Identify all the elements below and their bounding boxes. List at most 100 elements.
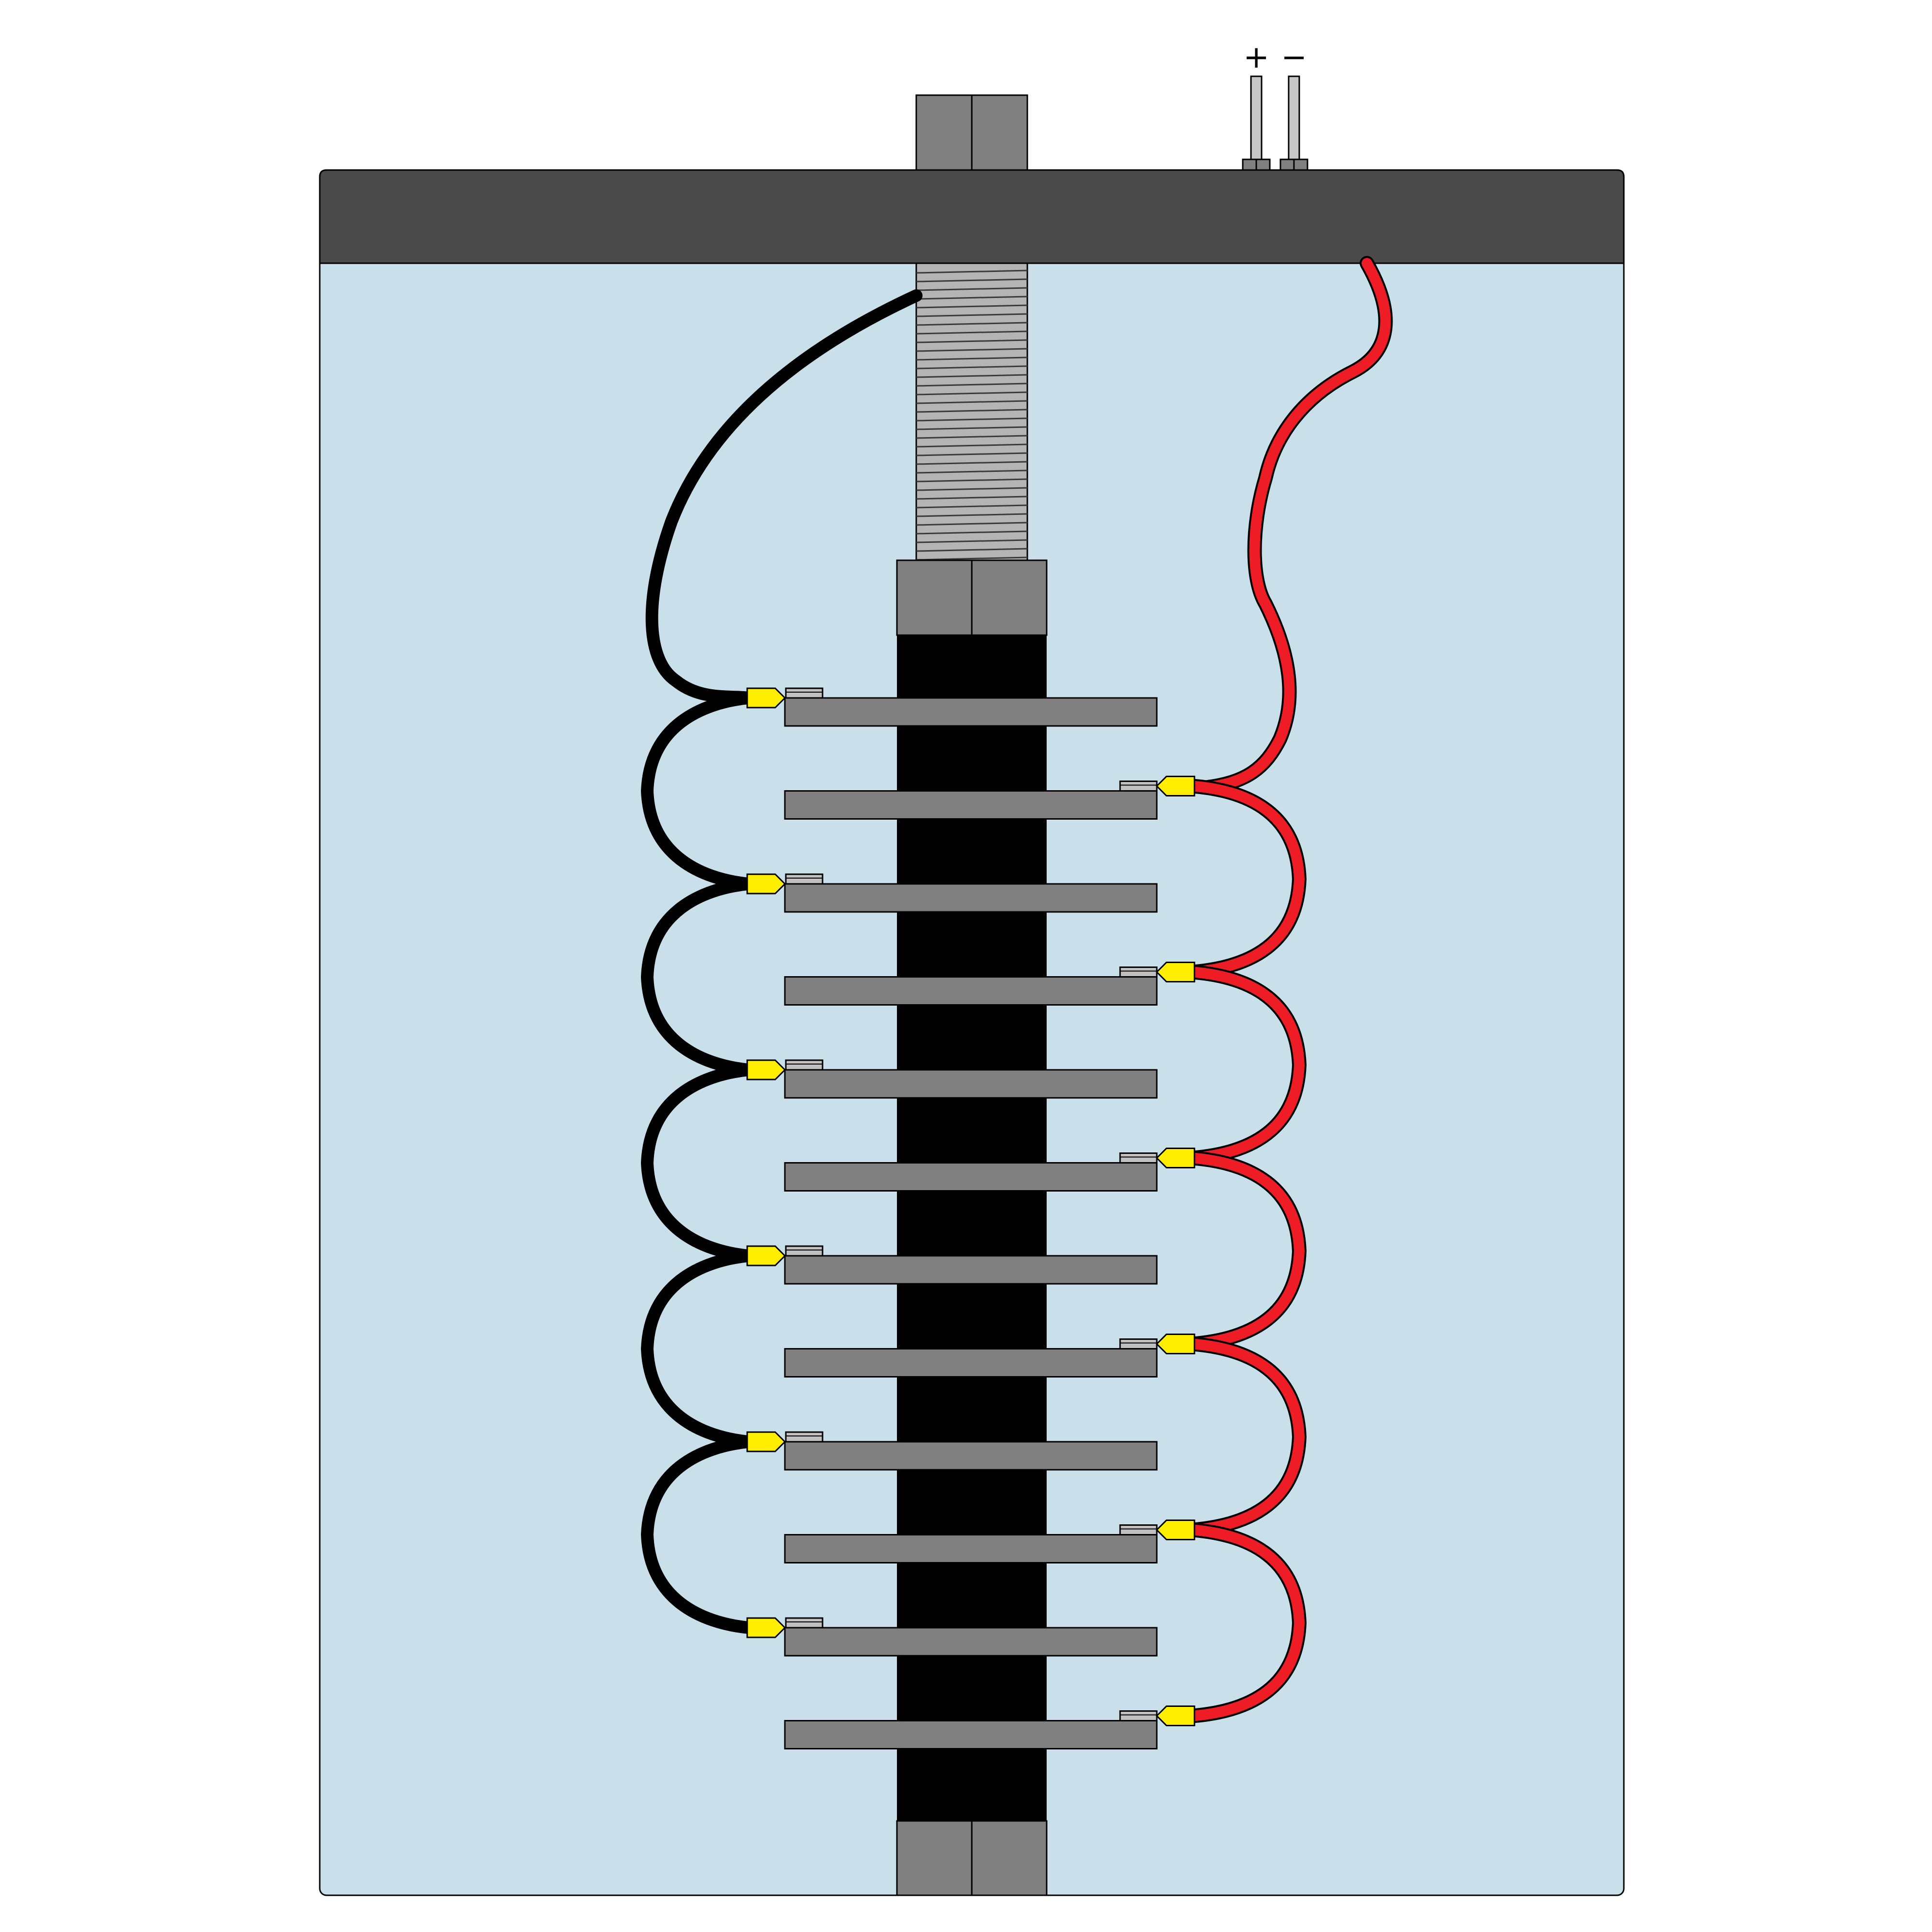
electrode-plate bbox=[784, 1348, 1158, 1378]
thread-groove bbox=[916, 443, 1028, 448]
wire-connector bbox=[1155, 776, 1195, 796]
negative-wire-loop bbox=[640, 1250, 755, 1448]
thread-groove bbox=[916, 313, 1028, 317]
wire-connector bbox=[746, 1617, 786, 1638]
thread-groove bbox=[916, 348, 1028, 352]
plate-tab bbox=[1119, 781, 1158, 792]
plate-tab bbox=[785, 1617, 824, 1629]
positive-terminal-pin bbox=[1250, 75, 1263, 162]
wire-connector bbox=[746, 1059, 786, 1080]
thread-groove bbox=[916, 339, 1028, 343]
lower-nut bbox=[896, 1820, 1048, 1896]
thread-groove bbox=[916, 556, 1028, 561]
electrode-plate bbox=[784, 697, 1158, 727]
negative-wire-loop bbox=[640, 878, 755, 1076]
thread-groove bbox=[916, 461, 1028, 465]
negative-terminal: − bbox=[1279, 40, 1308, 171]
electrode-plate bbox=[784, 1162, 1158, 1192]
positive-wire-loop bbox=[1188, 781, 1305, 978]
thread-groove bbox=[916, 530, 1028, 535]
thread-groove bbox=[916, 374, 1028, 378]
thread-groove bbox=[916, 469, 1028, 474]
thread-groove bbox=[916, 356, 1028, 361]
positive-wire-loop bbox=[1188, 966, 1305, 1164]
electrode-plate bbox=[784, 1627, 1158, 1657]
electrode-plate bbox=[784, 790, 1158, 820]
thread-groove bbox=[916, 365, 1028, 369]
negative-wire-lead bbox=[645, 289, 923, 704]
negative-wire bbox=[640, 289, 923, 1634]
center-core-column bbox=[897, 635, 1047, 1821]
thread-groove bbox=[916, 391, 1028, 396]
electrode-plate bbox=[784, 976, 1158, 1006]
rod-top-left-face bbox=[915, 94, 973, 173]
thread-groove bbox=[916, 548, 1028, 552]
lower-nut-right-face bbox=[971, 1820, 1048, 1896]
positive-wire-loop bbox=[1188, 1338, 1305, 1535]
plate-tab bbox=[785, 1059, 824, 1071]
electrode-plates bbox=[746, 687, 1195, 1749]
thread-groove bbox=[916, 330, 1028, 335]
threaded-rod-body bbox=[915, 262, 1028, 564]
thread-groove bbox=[916, 513, 1028, 517]
thread-groove bbox=[916, 539, 1028, 543]
positive-wire bbox=[1186, 256, 1393, 1723]
negative-wire-loop bbox=[640, 1435, 755, 1634]
plate-tab bbox=[1119, 1524, 1158, 1535]
thread-groove bbox=[916, 400, 1028, 404]
upper-nut-left-face bbox=[896, 559, 973, 636]
plate-tab bbox=[1119, 966, 1158, 978]
thread-groove bbox=[916, 270, 1028, 274]
negative-terminal-pin bbox=[1288, 75, 1300, 162]
thread-groove bbox=[916, 478, 1028, 483]
negative-wire-loops bbox=[640, 692, 755, 1634]
positive-terminal-label: + bbox=[1243, 40, 1269, 75]
positive-terminal: + bbox=[1242, 40, 1271, 171]
thread-groove bbox=[916, 452, 1028, 456]
electrode-plate bbox=[784, 1255, 1158, 1285]
wire-connector bbox=[1155, 1334, 1195, 1354]
plate-tab bbox=[785, 1245, 824, 1257]
wire-connector bbox=[1155, 1520, 1195, 1540]
negative-wire-loop bbox=[640, 692, 755, 890]
electrode-plate bbox=[784, 883, 1158, 913]
lower-nut-left-face bbox=[896, 1820, 973, 1896]
upper-nut bbox=[896, 559, 1048, 636]
thread-groove bbox=[916, 278, 1028, 283]
rod-top-block bbox=[915, 94, 1028, 173]
thread-groove bbox=[916, 383, 1028, 387]
thread-groove bbox=[916, 409, 1028, 413]
plate-tab bbox=[1119, 1338, 1158, 1350]
thread-groove bbox=[916, 322, 1028, 326]
thread-groove bbox=[916, 522, 1028, 526]
positive-wire-loop bbox=[1188, 1524, 1305, 1721]
positive-wire-loop bbox=[1188, 1152, 1305, 1350]
thread-grooves bbox=[916, 270, 1028, 561]
thread-groove bbox=[916, 435, 1028, 439]
plate-tab bbox=[785, 1431, 824, 1443]
thread-groove bbox=[916, 487, 1028, 491]
electrode-plate bbox=[784, 1441, 1158, 1471]
plate-tab bbox=[1119, 1710, 1158, 1721]
electrode-plate bbox=[784, 1720, 1158, 1749]
plate-tab bbox=[785, 687, 824, 699]
wire-connector bbox=[746, 1245, 786, 1266]
thread-groove bbox=[916, 417, 1028, 422]
wire-connector bbox=[1155, 962, 1195, 982]
wire-connector bbox=[746, 687, 786, 709]
thread-groove bbox=[916, 304, 1028, 309]
upper-nut-right-face bbox=[971, 559, 1048, 636]
thread-groove bbox=[916, 287, 1028, 291]
wire-connector bbox=[1155, 1705, 1195, 1726]
rod-top-right-face bbox=[971, 94, 1028, 173]
electrode-plate bbox=[784, 1534, 1158, 1563]
thread-groove bbox=[916, 504, 1028, 509]
tank-lid bbox=[319, 169, 1625, 264]
thread-groove bbox=[916, 426, 1028, 430]
positive-wire-loops bbox=[1186, 779, 1307, 1723]
wire-connector bbox=[1155, 1148, 1195, 1168]
threaded-rod bbox=[915, 262, 1028, 564]
negative-terminal-label: − bbox=[1281, 40, 1307, 75]
